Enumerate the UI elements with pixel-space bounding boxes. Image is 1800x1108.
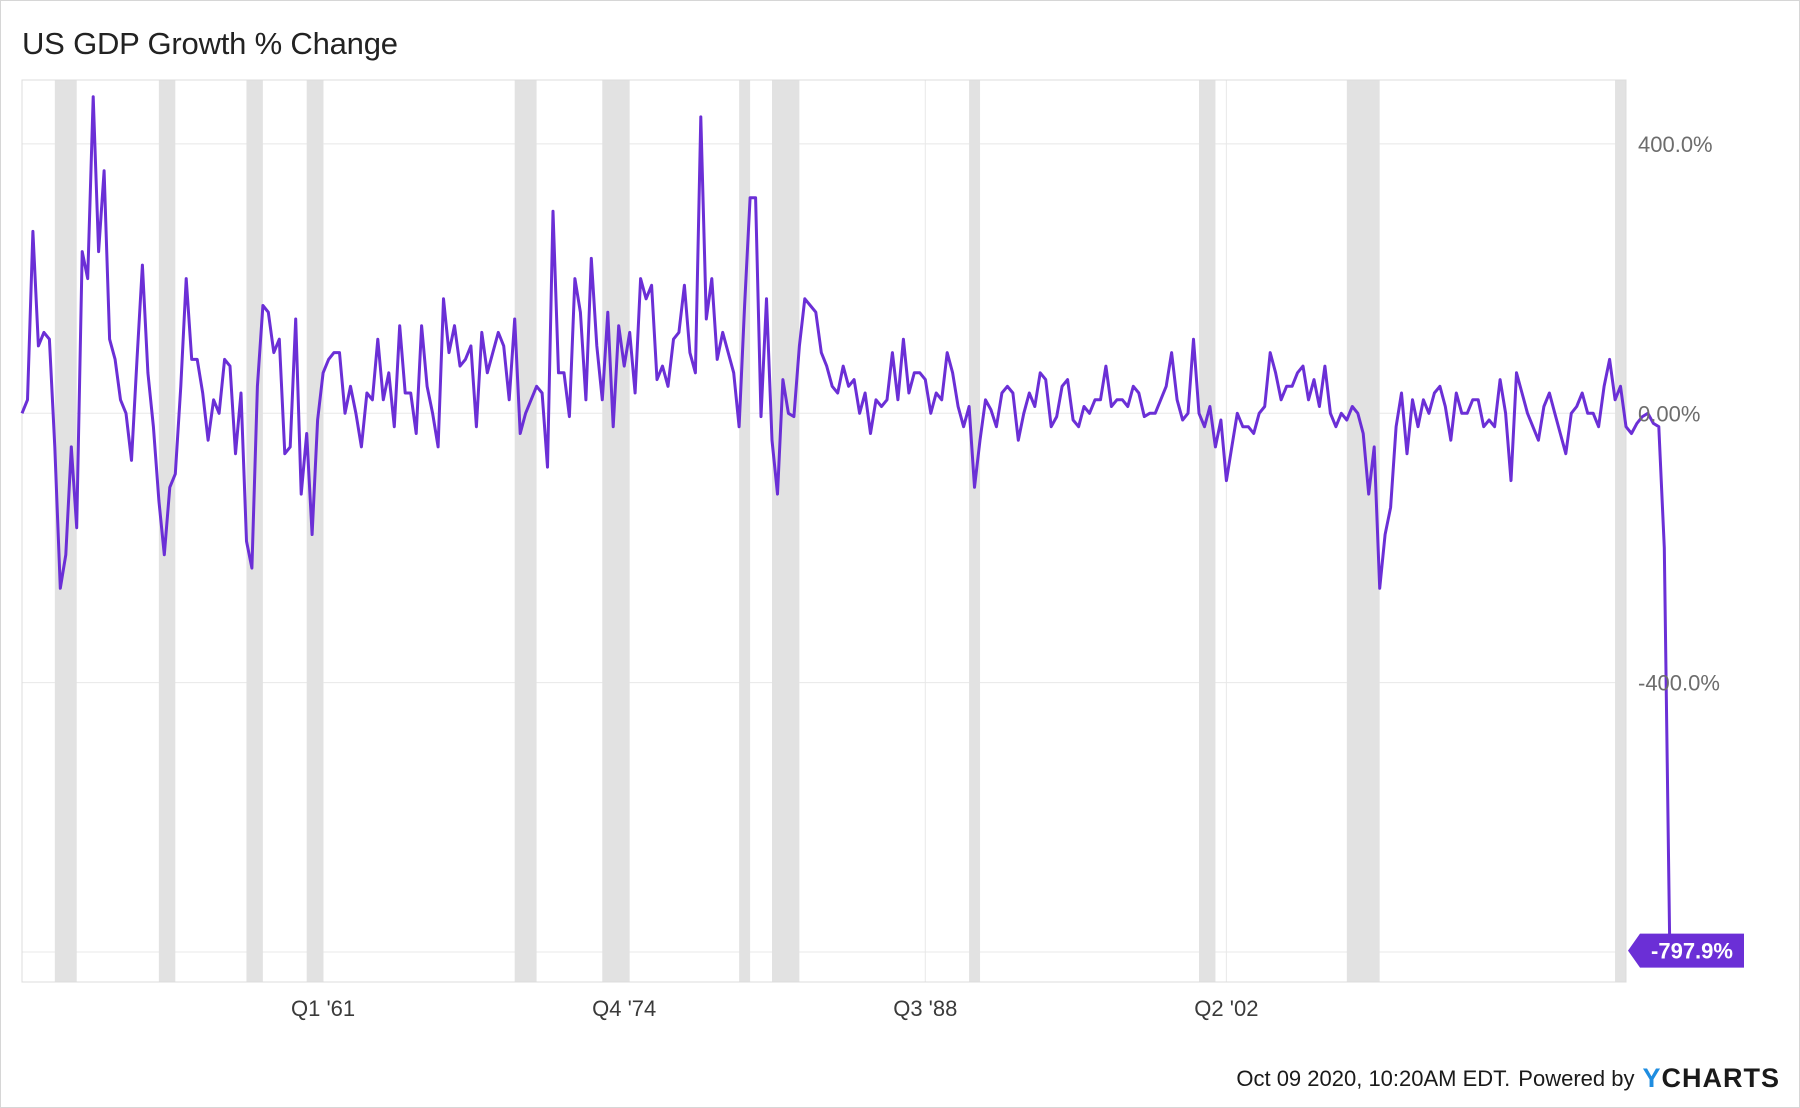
powered-by-text: Powered by — [1518, 1065, 1635, 1091]
recession-band — [514, 80, 537, 982]
callout-badge — [1628, 933, 1744, 968]
callout-value: -797.9% — [1651, 939, 1733, 964]
x-tick-label: Q1 '61 — [291, 996, 355, 1021]
recession-band — [1615, 80, 1626, 982]
y-tick-label: -400.0% — [1638, 671, 1720, 696]
ycharts-logo[interactable]: YCHARTS — [1642, 1063, 1780, 1094]
x-tick-label: Q4 '74 — [592, 996, 656, 1021]
recession-band — [306, 80, 324, 982]
last-value-callout: -797.9% — [1628, 933, 1744, 968]
recession-band — [1198, 80, 1216, 982]
x-tick-label: Q3 '88 — [893, 996, 957, 1021]
recession-bands — [54, 80, 1626, 982]
y-tick-label: 400.0% — [1638, 132, 1713, 157]
timestamp: Oct 09 2020, 10:20AM EDT. — [1236, 1065, 1511, 1091]
recession-band — [1346, 80, 1380, 982]
line-layer — [20, 95, 1672, 951]
recession-band — [246, 80, 263, 982]
y-axis-ticks: 400.0%0.00%-400.0%-800.0% — [1638, 132, 1720, 965]
logo-rest: CHARTS — [1661, 1063, 1780, 1093]
chart-title: US GDP Growth % Change — [22, 26, 398, 61]
logo-letter-y: Y — [1642, 1063, 1662, 1093]
gdp-growth-line — [20, 95, 1672, 951]
y-tick-label: 0.00% — [1638, 401, 1700, 426]
recession-band — [739, 80, 751, 982]
x-axis-ticks: Q1 '61 Q4 '74 Q3 '88 Q2 '02 — [291, 996, 1258, 1021]
recession-band — [771, 80, 800, 982]
recession-band — [602, 80, 630, 982]
footer: Oct 09 2020, 10:20AM EDT. Powered by YCH… — [1236, 1063, 1780, 1094]
plot-border — [21, 79, 1627, 983]
x-tick-label: Q2 '02 — [1194, 996, 1258, 1021]
recession-band — [969, 80, 981, 982]
